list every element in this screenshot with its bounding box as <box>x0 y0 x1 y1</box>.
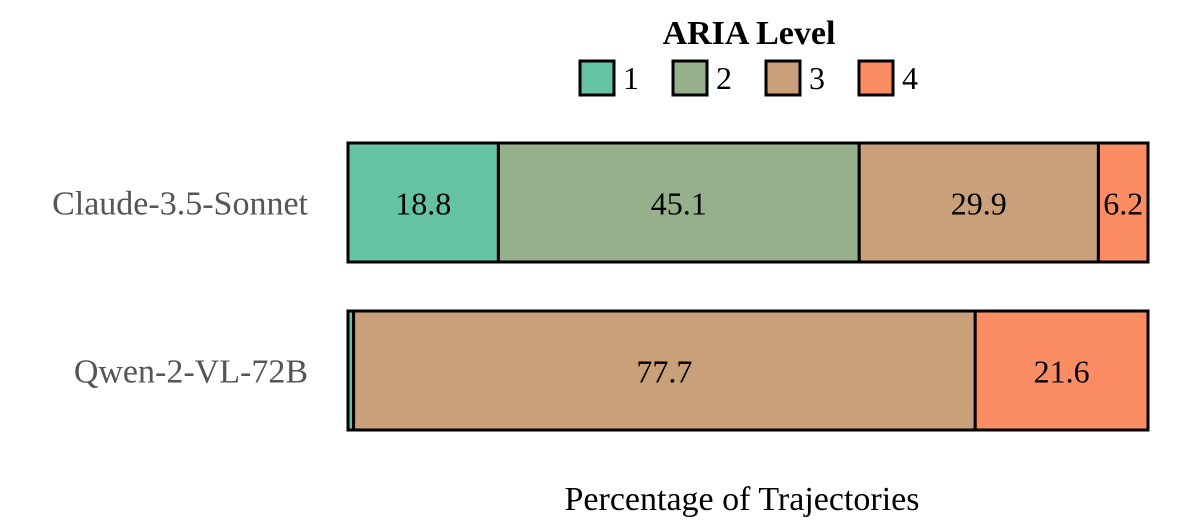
legend-swatch-2 <box>671 59 709 97</box>
legend-label-3: 3 <box>809 60 825 96</box>
x-axis-label: Percentage of Trajectories <box>565 481 920 518</box>
bars <box>346 141 1150 432</box>
data-label-0-level-1: 18.8 <box>395 186 451 222</box>
legend-swatch-3 <box>764 59 802 97</box>
bar-0-level-2 <box>496 141 861 264</box>
bar-0-level-4 <box>1096 141 1150 264</box>
bar-0-level-3 <box>857 141 1100 264</box>
data-label-1-level-4: 21.6 <box>1034 354 1090 390</box>
legend-label-2: 2 <box>716 60 732 96</box>
legend-swatch-1 <box>578 59 616 97</box>
value-labels: 18.8 45.1 29.9 6.2 77.7 21.6 <box>395 186 1143 390</box>
legend-label-1: 1 <box>623 60 639 96</box>
data-label-0-level-2: 45.1 <box>651 186 707 222</box>
category-label-claude-3-5-sonnet: Claude-3.5-Sonnet <box>52 186 308 223</box>
data-label-0-level-3: 29.9 <box>951 186 1007 222</box>
legend: ARIA Level 1 2 3 4 <box>578 15 918 97</box>
category-label-qwen-2-vl-72b: Qwen-2-VL-72B <box>74 354 308 391</box>
legend-label-4: 4 <box>902 60 918 96</box>
data-label-0-level-4: 6.2 <box>1103 186 1143 222</box>
legend-swatch-4 <box>857 59 895 97</box>
data-label-1-level-3: 77.7 <box>636 354 692 390</box>
bar-0-level-1 <box>346 141 500 264</box>
bar-1-level-3 <box>352 309 977 432</box>
legend-title: ARIA Level <box>663 15 836 52</box>
bar-1-level-4 <box>973 309 1150 432</box>
category-labels: Claude-3.5-Sonnet Qwen-2-VL-72B <box>52 186 308 391</box>
legend-items: 1 2 3 4 <box>578 59 918 97</box>
